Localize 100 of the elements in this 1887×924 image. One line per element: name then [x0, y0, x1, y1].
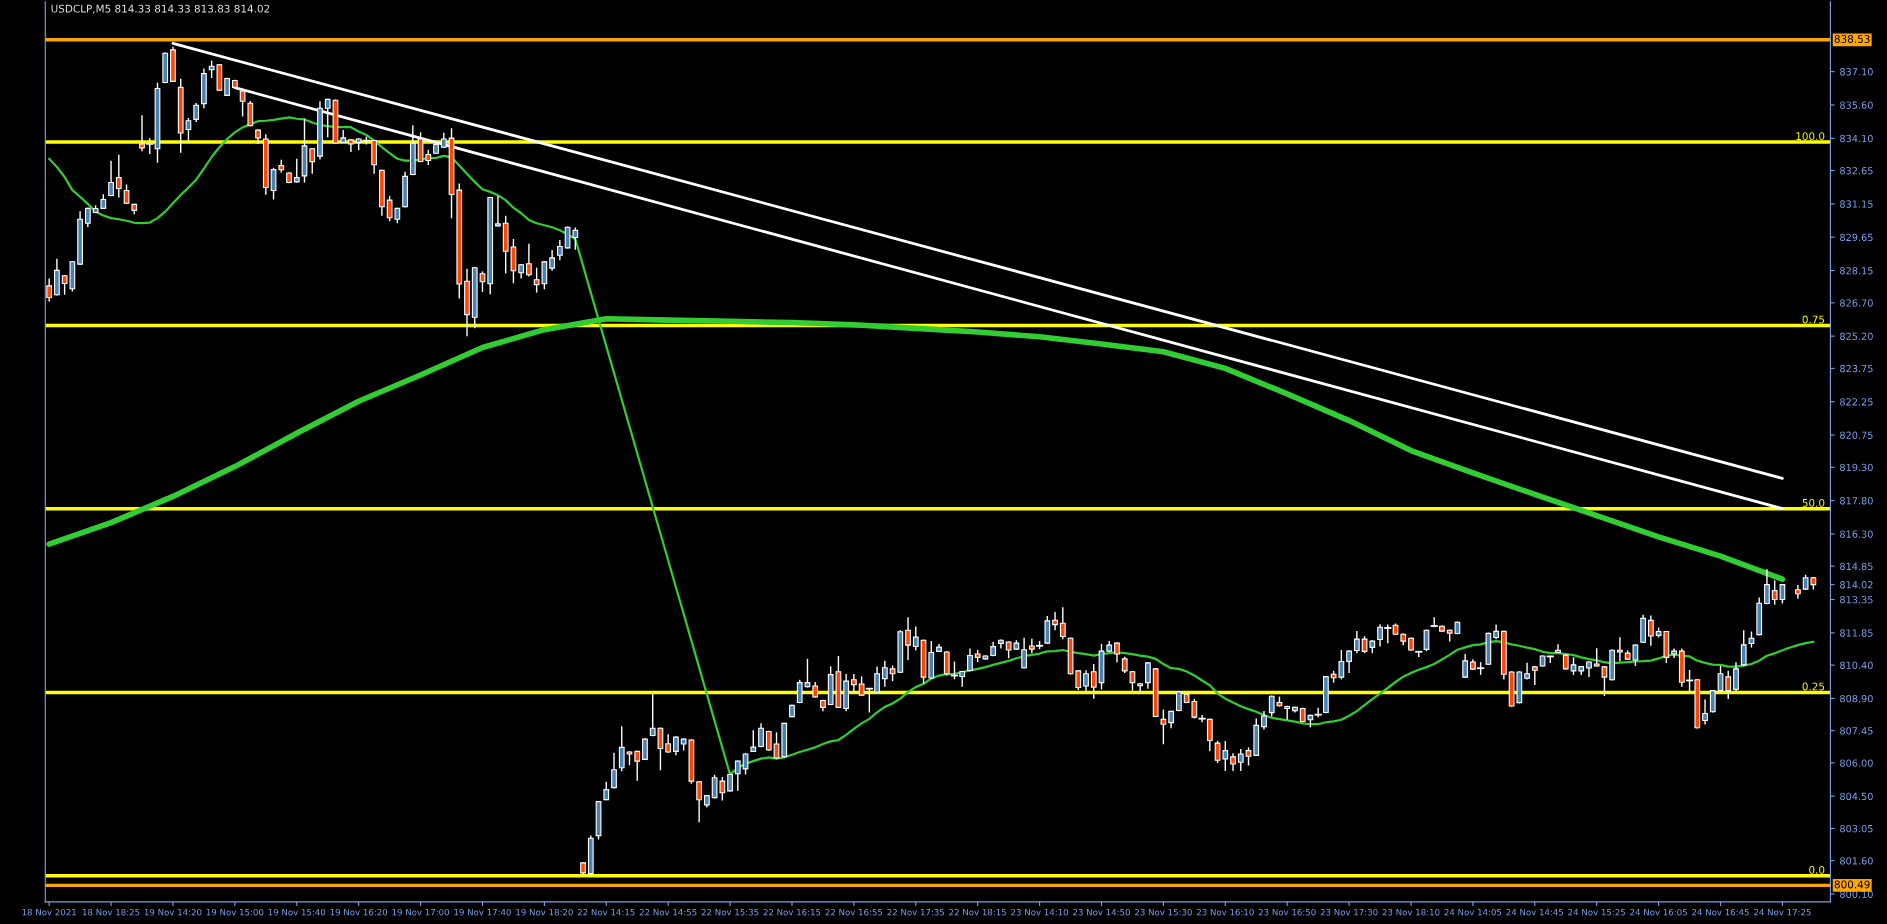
candlestick [758, 723, 764, 748]
chart-title: USDCLP,M5 814.33 814.33 813.83 814.02 [51, 4, 270, 14]
candlestick [293, 158, 300, 183]
candlestick [549, 249, 555, 271]
y-tick-label: 816.30 [1840, 530, 1873, 538]
candlestick [1237, 749, 1244, 771]
candlestick [1740, 630, 1747, 666]
candlestick [634, 750, 641, 781]
y-tick-label: 826.70 [1840, 299, 1873, 307]
candlestick [1353, 631, 1360, 654]
y-tick-label: 832.65 [1840, 167, 1873, 175]
x-tick-label: 23 Nov 17:30 [1320, 908, 1378, 916]
y-tick-label: 803.05 [1840, 824, 1873, 833]
x-tick-label: 19 Nov 15:40 [268, 908, 326, 916]
y-tick-label: 800.10 [1840, 890, 1873, 898]
x-tick-label: 24 Nov 14:05 [1444, 908, 1502, 916]
candlestick [84, 207, 91, 228]
y-tick-label: 831.15 [1840, 200, 1873, 208]
y-tick-label: 823.75 [1840, 364, 1873, 373]
x-tick-label: 19 Nov 18:20 [516, 908, 573, 916]
candlestick [881, 660, 888, 687]
x-tick-label: 23 Nov 14:50 [1073, 908, 1130, 916]
candlestick [1314, 707, 1322, 718]
x-tick-label: 22 Nov 14:15 [577, 908, 635, 916]
candlestick [309, 148, 316, 174]
y-tick-label: 835.60 [1840, 101, 1873, 109]
y-tick-label: 806.00 [1840, 759, 1873, 767]
x-tick-label: 22 Nov 18:15 [949, 908, 1006, 916]
y-tick-label: 811.85 [1840, 629, 1873, 637]
candlestick [742, 753, 749, 775]
x-tick-label: 23 Nov 15:30 [1135, 908, 1192, 916]
ref-line-label: 800.49 [1834, 880, 1870, 889]
candlestick [1531, 666, 1538, 685]
candlestick [1044, 615, 1051, 644]
x-tick-label: 23 Nov 16:10 [1196, 908, 1254, 916]
candlestick [943, 651, 950, 676]
x-tick-label: 19 Nov 16:20 [330, 908, 388, 916]
x-tick-label: 23 Nov 14:10 [1011, 908, 1069, 916]
candlestick [556, 240, 563, 261]
candlestick [1160, 709, 1167, 745]
candlestick [115, 154, 122, 198]
x-tick-label: 22 Nov 15:35 [701, 908, 759, 916]
candlestick [1647, 615, 1654, 646]
y-tick-label: 825.20 [1840, 332, 1873, 340]
y-tick-label: 807.45 [1840, 727, 1873, 735]
y-tick-label: 814.02 [1840, 581, 1873, 589]
candlestick [905, 617, 911, 661]
candlestick [1524, 662, 1530, 680]
y-tick-label: 822.25 [1840, 398, 1873, 406]
y-tick-label: 820.75 [1840, 431, 1873, 439]
candlestick [1083, 670, 1089, 693]
x-tick-label: 22 Nov 16:55 [825, 908, 883, 916]
y-tick-label: 804.50 [1840, 792, 1873, 801]
candlestick [1175, 691, 1182, 712]
candlestick [1052, 611, 1058, 631]
candlestick [526, 243, 532, 277]
candlestick [1733, 662, 1739, 692]
x-tick-label: 19 Nov 15:00 [206, 908, 264, 916]
x-tick-label: 22 Nov 16:15 [763, 908, 821, 916]
candlestick [1617, 637, 1623, 662]
y-tick-label: 801.60 [1840, 857, 1873, 865]
y-tick-label: 808.90 [1840, 694, 1873, 703]
x-tick-label: 23 Nov 18:10 [1382, 908, 1440, 916]
candlestick [1725, 670, 1732, 699]
y-tick-label: 837.10 [1840, 68, 1873, 76]
y-tick-label: 814.85 [1840, 562, 1873, 571]
x-tick-label: 19 Nov 14:20 [144, 908, 202, 916]
x-tick-label: 23 Nov 16:50 [1258, 908, 1316, 916]
candlestick [1702, 699, 1708, 725]
y-tick-label: 829.65 [1840, 233, 1873, 242]
candlestick [1640, 614, 1647, 643]
candlestick [247, 100, 254, 127]
x-tick-label: 22 Nov 17:35 [887, 908, 945, 916]
x-tick-label: 18 Nov 2021 [22, 908, 76, 916]
candlestick [611, 752, 617, 789]
candlestick [765, 730, 772, 751]
x-tick-label: 24 Nov 14:45 [1506, 908, 1564, 916]
candlestick [1090, 663, 1097, 699]
x-tick-label: 19 Nov 17:00 [392, 908, 450, 916]
y-tick-label: 817.80 [1840, 497, 1873, 505]
y-tick-label: 834.10 [1840, 134, 1873, 143]
x-tick-label: 22 Nov 14:55 [639, 908, 697, 916]
annotation: 50.0 [1802, 498, 1825, 507]
candlestick [734, 760, 741, 791]
candlestick [123, 184, 130, 204]
candlestick [108, 160, 114, 197]
x-tick-label: 18 Nov 18:25 [82, 908, 140, 916]
candlestick [1059, 607, 1066, 640]
annotation: 0.0 [1809, 865, 1825, 874]
candlestick [1671, 648, 1677, 659]
candlestick [1021, 637, 1027, 669]
candlestick [967, 648, 973, 672]
candlestick [750, 730, 757, 753]
candlestick [1346, 650, 1352, 673]
candlestick [1764, 569, 1770, 605]
y-tick-label: 813.35 [1840, 596, 1873, 604]
y-tick-label: 828.15 [1840, 267, 1873, 275]
candlestick [618, 726, 625, 772]
candlestick [851, 673, 857, 693]
candlestick [773, 732, 780, 759]
